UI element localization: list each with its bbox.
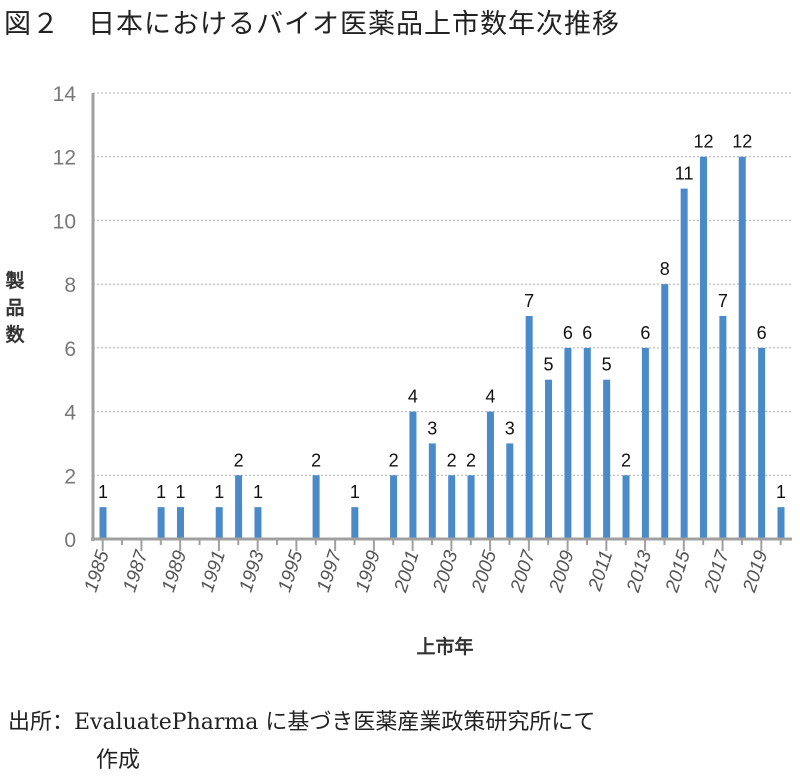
bar [351,507,359,539]
bar [680,188,688,540]
x-tick-label: 1987 [119,547,152,595]
data-label: 5 [544,355,554,375]
y-tick-label: 8 [64,274,76,297]
y-axis-label: 製品数 [5,270,25,346]
data-label: 4 [408,387,418,407]
x-tick-label: 1997 [313,547,346,595]
x-tick-label: 1991 [197,548,230,595]
bar [661,284,669,539]
data-label: 4 [485,387,495,407]
data-label: 11 [675,164,694,184]
data-label: 1 [350,482,360,502]
data-label: 8 [660,259,670,279]
data-label: 2 [466,450,476,470]
data-label: 1 [175,482,185,502]
x-tick-label: 2003 [429,548,462,596]
y-tick-label: 2 [64,465,76,488]
y-tick-label: 10 [53,210,76,233]
bar [99,507,107,539]
y-tick-label: 14 [53,83,77,106]
data-label: 1 [156,482,166,502]
data-label: 2 [234,450,244,470]
x-tick-label: 2017 [700,547,734,596]
data-label: 6 [757,323,767,343]
bar [622,475,630,539]
source-line-1: 出所：EvaluatePharma に基づき医薬産業政策研究所にて [8,710,596,735]
data-label: 7 [524,291,534,311]
x-tick-label: 2011 [585,548,618,594]
x-tick-label: 2015 [662,548,695,596]
bar [603,379,611,539]
bar [525,316,533,539]
bar [176,507,184,539]
bar [738,156,746,539]
bar [448,475,456,539]
bar [254,507,262,539]
data-label: 12 [732,132,752,152]
data-label: 2 [447,450,457,470]
bar [235,475,243,539]
data-label: 7 [718,291,728,311]
data-label: 6 [640,323,650,343]
bar [390,475,398,539]
bar [506,443,514,539]
bar [486,411,494,539]
chart-title: 図２ 日本におけるバイオ医薬品上市数年次推移 [4,9,620,40]
x-tick-label: 2009 [545,548,578,596]
x-tick-label: 2001 [390,548,423,596]
bar [641,347,649,539]
bar [467,475,475,539]
data-label: 1 [98,482,108,502]
bar [700,156,708,539]
data-label: 6 [582,323,592,343]
x-axis-label: 上市年 [416,636,474,658]
bar [545,379,553,539]
data-label: 1 [214,482,224,502]
bar [215,507,223,539]
data-label: 1 [776,482,786,502]
data-label: 2 [389,450,399,470]
x-tick-label: 1985 [81,548,114,595]
bar [719,316,727,539]
bar [409,411,417,539]
data-label: 2 [621,450,631,470]
bar [157,507,165,539]
bar [777,507,785,539]
data-label: 5 [602,355,612,375]
y-tick-label: 12 [53,147,76,170]
x-tick-label: 2019 [739,548,772,596]
x-tick-label: 1995 [274,548,307,595]
bar [312,475,320,539]
y-tick-label: 0 [64,529,76,552]
bar [428,443,436,539]
bar [583,347,591,539]
x-tick-label: 2005 [468,548,501,596]
data-label: 6 [563,323,573,343]
data-label: 1 [253,482,263,502]
bar [564,347,572,539]
x-tick-label: 2013 [623,548,656,596]
bar [758,347,766,539]
source-line-2: 作成 [96,748,141,773]
data-label: 12 [693,132,713,152]
data-label: 2 [311,450,321,470]
x-tick-label: 1999 [352,548,385,595]
y-tick-label: 6 [64,338,76,361]
x-tick-label: 2007 [507,547,541,596]
data-label: 3 [505,418,515,438]
x-tick-label: 1989 [158,548,191,595]
x-tick-label: 1993 [236,548,269,595]
source-note: 出所：EvaluatePharma に基づき医薬産業政策研究所にて 作成 [8,704,595,780]
data-label: 3 [427,418,437,438]
y-tick-label: 4 [64,402,76,425]
